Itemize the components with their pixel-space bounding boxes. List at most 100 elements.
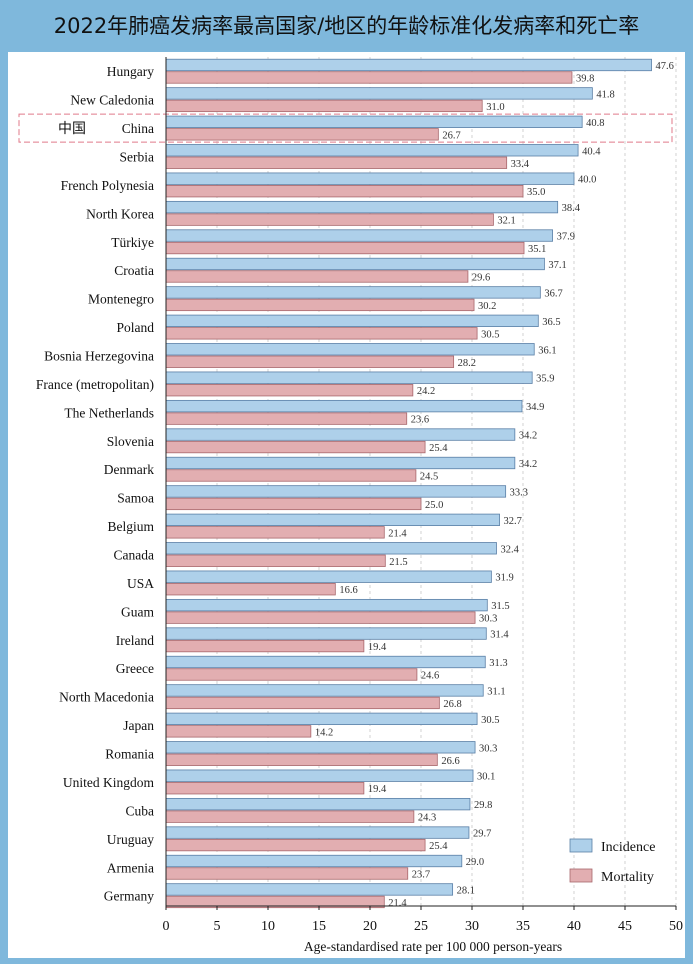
mortality-value-label: 24.3 [418,813,436,824]
incidence-value-label: 34.2 [519,431,537,442]
incidence-bar [165,343,535,356]
incidence-value-label: 31.3 [489,658,507,669]
mortality-value-label: 24.6 [421,670,439,681]
incidence-value-label: 41.8 [596,89,614,100]
incidence-bar [165,655,486,669]
incidence-value-label: 31.5 [491,601,509,612]
incidence-bar [165,172,575,185]
incidence-value-label: 30.1 [477,772,495,783]
incidence-value-label: 31.4 [490,630,509,641]
data-labels: 47.6 39.841.8 31.0 40.8 26.7 40.4 33.4 40.0 35.0… [315,61,674,909]
category-label: Ireland [116,633,154,648]
incidence-bar [165,769,474,782]
mortality-bar [165,725,312,738]
mortality-value-label: 32.1 [497,216,515,227]
category-label: Armenia [107,860,154,875]
bars [165,58,652,909]
mortality-bar [165,782,365,795]
incidence-bar [165,371,533,384]
legend-label-incidence: Incidence [601,840,655,855]
mortality-value-label: 21.5 [389,557,407,568]
category-label: Canada [114,548,154,563]
x-tick-label: 10 [261,919,275,934]
incidence-bar [165,485,507,498]
legend: Incidence Mortality [569,838,655,885]
incidence-bar [165,200,559,214]
mortality-bar [165,583,336,596]
incidence-value-label: 34.2 [519,459,537,470]
incidence-bar [165,456,516,470]
highlight-box [18,113,673,143]
category-label: Slovenia [107,434,154,449]
mortality-value-label: 35.1 [528,244,546,255]
incidence-value-label: 40.0 [578,175,596,186]
incidence-value-label: 38.4 [562,203,581,214]
mortality-bar [165,469,417,482]
mortality-value-label: 26.7 [442,130,460,141]
incidence-value-label: 47.6 [656,61,674,72]
mortality-value-label: 23.6 [411,415,429,426]
incidence-bar [165,58,652,72]
category-label: United Kingdom [63,775,155,790]
mortality-value-label: 19.4 [368,784,387,795]
incidence-value-label: 32.7 [504,516,522,527]
mortality-bar [165,355,455,368]
mortality-bar [165,838,426,852]
mortality-bar [165,384,414,397]
incidence-bar [165,570,492,583]
mortality-bar [165,440,426,454]
incidence-value-label: 40.4 [582,146,601,157]
x-tick-label: 50 [669,919,683,934]
mortality-bar [165,71,573,84]
mortality-bar [165,696,440,710]
incidence-value-label: 36.1 [538,345,556,356]
mortality-value-label: 35.0 [527,187,545,198]
category-label: Hungary [107,64,154,79]
incidence-bar [165,144,579,157]
mortality-bar [165,412,408,425]
x-tick-label: 15 [312,919,326,934]
mortality-bar [165,753,438,766]
mortality-value-label: 26.6 [441,756,459,767]
mortality-bar [165,156,508,169]
incidence-bar [165,286,541,299]
x-axis: 0 5 10 15 20 25 30 35 40 45 50 Age-standardised rat… [163,57,683,954]
category-label: Türkiye [111,235,154,250]
mortality-value-label: 23.7 [412,870,430,881]
category-label: Uruguay [107,832,154,847]
category-label: Samoa [117,491,154,506]
incidence-value-label: 29.8 [474,800,492,811]
incidence-bar [165,513,500,526]
mortality-bar [165,128,439,141]
category-label: French Polynesia [61,178,154,193]
mortality-value-label: 25.4 [429,841,448,852]
mortality-bar [165,611,476,624]
incidence-bar [165,87,593,100]
category-label: Serbia [120,150,155,165]
incidence-bar [165,712,478,726]
mortality-bar [165,270,469,283]
category-label: Belgium [108,519,155,534]
incidence-value-label: 30.5 [481,715,499,726]
mortality-bar [165,639,365,653]
incidence-bar [165,399,523,413]
mortality-value-label: 16.6 [339,585,357,596]
incidence-value-label: 33.3 [510,487,528,498]
mortality-bar [165,298,475,312]
incidence-bar [165,257,545,271]
incidence-bar [165,598,488,612]
mortality-bar [165,867,409,880]
category-label: Bosnia Herzegovina [44,349,154,364]
category-labels: Hungary New Caledonia China 中国 Serbia French … [36,64,155,903]
category-label: North Macedonia [59,690,154,705]
mortality-value-label: 39.8 [576,73,594,84]
x-axis-title: Age-standardised rate per 100 000 person… [304,939,562,954]
mortality-value-label: 14.2 [315,727,333,738]
mortality-bar [165,213,494,226]
category-label: Japan [123,718,154,733]
chart-title: 2022年肺癌发病率最高国家/地区的年龄标准化发病率和死亡率 [53,14,640,38]
x-tick-label: 30 [465,919,479,934]
mortality-bar [165,241,525,255]
